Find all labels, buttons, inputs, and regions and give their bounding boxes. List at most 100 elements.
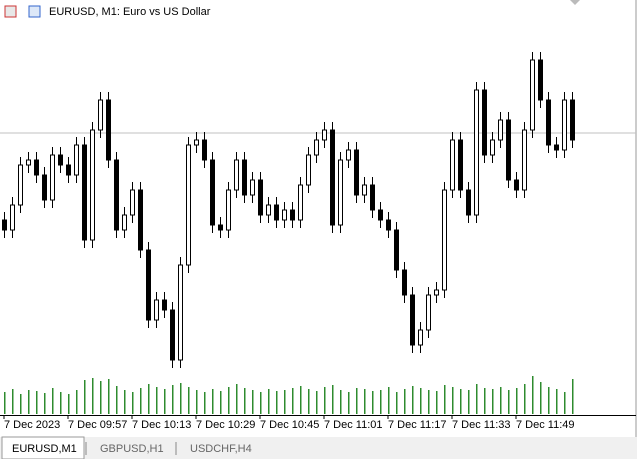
candle-body <box>450 139 455 191</box>
volume-bar <box>420 388 422 414</box>
volume-bar <box>36 391 38 414</box>
scroll-marker <box>570 0 580 5</box>
candle-body <box>306 154 311 186</box>
icon <box>28 5 41 18</box>
candle-body <box>210 159 215 226</box>
tab[interactable]: EURUSD,M1 <box>12 443 77 455</box>
volume-bar <box>4 392 6 414</box>
candle-body <box>162 299 167 311</box>
candle-body <box>538 59 543 101</box>
tab[interactable]: USDCHF,H4 <box>190 443 252 455</box>
volume-bar <box>460 389 462 414</box>
candle-body <box>346 149 351 161</box>
volume-bar <box>332 385 334 414</box>
candle-body <box>98 99 103 131</box>
volume-bar <box>516 388 518 414</box>
candle-body <box>554 144 559 151</box>
candle-body <box>530 59 535 131</box>
volume-bar <box>100 381 102 414</box>
volume-bar <box>540 382 542 414</box>
candle-body <box>330 129 335 226</box>
volume-bar <box>44 393 46 414</box>
volume-bar <box>236 384 238 414</box>
candle-body <box>314 139 319 156</box>
tab[interactable]: GBPUSD,H1 <box>100 443 164 455</box>
candle-body <box>282 209 287 221</box>
volume-bar <box>164 389 166 414</box>
candle-body <box>130 189 135 216</box>
candle-body <box>146 249 151 321</box>
volume-bar <box>532 376 534 414</box>
candle-body <box>570 99 575 141</box>
candle-body <box>138 189 143 251</box>
volume-bar <box>452 387 454 414</box>
volume-bar <box>556 389 558 414</box>
candle-body <box>66 164 71 176</box>
volume-bar <box>476 384 478 414</box>
volume-bar <box>20 394 22 414</box>
volume-bar <box>204 392 206 414</box>
candle-body <box>258 179 263 216</box>
volume-bar <box>396 392 398 414</box>
candle-body <box>274 204 279 221</box>
time-label: 7 Dec 11:17 <box>388 419 447 431</box>
candle-body <box>34 159 39 176</box>
time-label: 7 Dec 10:45 <box>260 419 319 431</box>
volume-bar <box>380 390 382 414</box>
candle-body <box>50 154 55 201</box>
candle-body <box>194 139 199 146</box>
volume-bar <box>524 384 526 414</box>
volume-bar <box>116 386 118 414</box>
volume-bar <box>492 389 494 414</box>
candle-body <box>58 154 63 166</box>
candle-body <box>202 139 207 161</box>
volume-bar <box>428 390 430 414</box>
volume-bar <box>196 390 198 414</box>
volume-bar <box>212 389 214 414</box>
volume-bar <box>356 388 358 414</box>
candle-body <box>298 184 303 221</box>
tab-bar <box>0 437 637 459</box>
candle-body <box>522 129 527 191</box>
candle-body <box>290 209 295 221</box>
volume-bar <box>68 394 70 414</box>
candle-body <box>170 309 175 361</box>
candle-body <box>458 139 463 191</box>
candle-body <box>186 144 191 266</box>
candle-body <box>402 269 407 296</box>
volume-bar <box>436 391 438 414</box>
time-label: 7 Dec 11:01 <box>324 419 383 431</box>
volume-bar <box>412 386 414 414</box>
candle-body <box>434 289 439 296</box>
volume-bar <box>468 390 470 414</box>
volume-bar <box>156 387 158 414</box>
volume-bar <box>548 387 550 414</box>
candle-body <box>154 299 159 321</box>
volume-bar <box>404 389 406 414</box>
volume-bar <box>572 379 574 414</box>
time-label: 7 Dec 09:57 <box>68 419 127 431</box>
candle-body <box>410 294 415 346</box>
candle-body <box>250 179 255 196</box>
candle-body <box>10 204 15 231</box>
volume-bar <box>308 389 310 414</box>
candle-body <box>338 159 343 226</box>
candle-body <box>122 214 127 231</box>
candle-body <box>386 219 391 231</box>
candle-body <box>466 189 471 216</box>
volume-bar <box>252 390 254 414</box>
candle-body <box>370 184 375 211</box>
candle-body <box>490 139 495 156</box>
volume-bar <box>284 390 286 414</box>
candle-body <box>482 89 487 156</box>
candle-body <box>226 189 231 231</box>
volume-bar <box>220 391 222 414</box>
candle-body <box>18 164 23 206</box>
volume-bar <box>148 384 150 414</box>
candle-body <box>82 144 87 241</box>
candle-body <box>322 129 327 141</box>
volume-bar <box>188 387 190 414</box>
candle-body <box>114 159 119 231</box>
volume-bar <box>260 392 262 414</box>
volume-bar <box>348 392 350 414</box>
